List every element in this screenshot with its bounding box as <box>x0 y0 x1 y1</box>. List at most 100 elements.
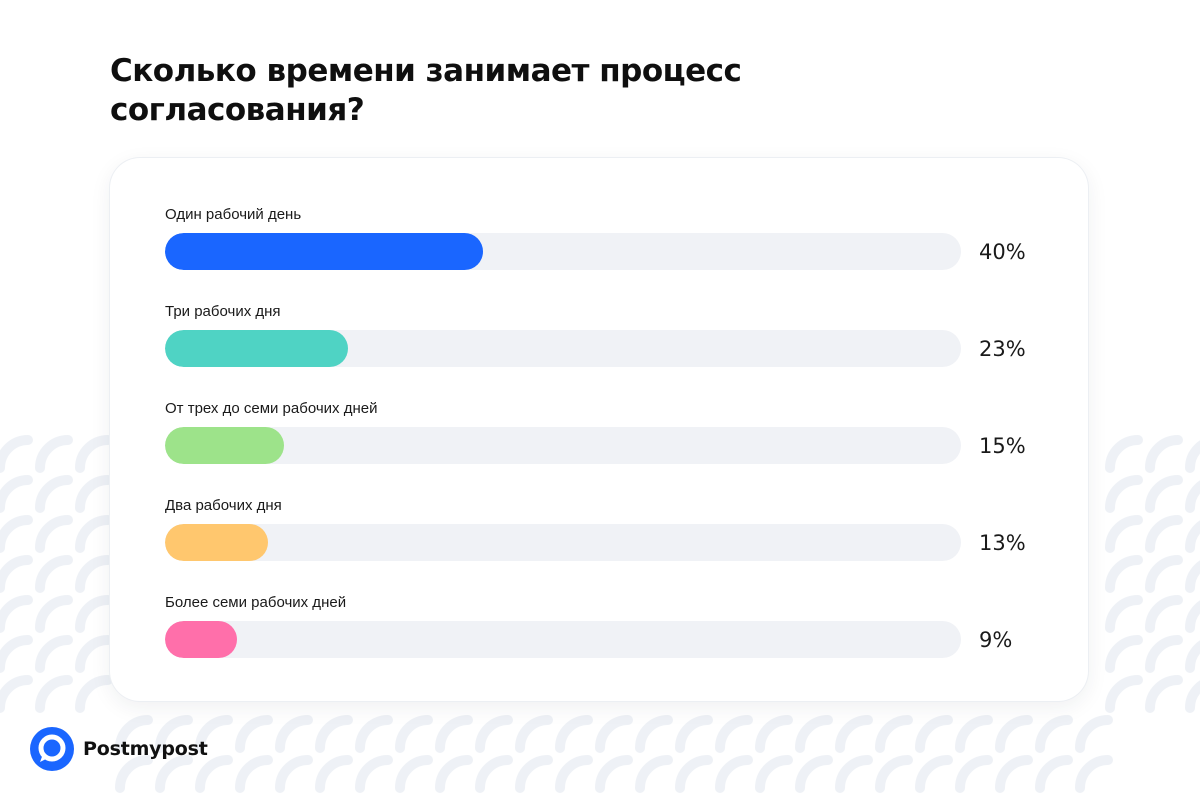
postmypost-logo-icon <box>30 727 74 771</box>
bar-fill <box>165 427 284 464</box>
background-arc <box>595 715 633 753</box>
background-arc <box>1185 600 1200 633</box>
background-arc <box>35 475 73 513</box>
background-arc <box>1185 520 1200 553</box>
background-arc <box>955 755 993 793</box>
background-arc <box>1145 595 1183 633</box>
background-arc <box>1185 680 1200 713</box>
background-arc <box>195 755 233 793</box>
background-arc <box>0 435 33 473</box>
background-arc <box>75 555 113 593</box>
background-arc <box>875 715 913 753</box>
background-arc <box>555 715 593 753</box>
background-arc <box>675 715 713 753</box>
background-arc <box>1145 435 1183 473</box>
bar-value-label: 9% <box>979 628 1013 652</box>
background-arc <box>355 715 393 753</box>
background-arc <box>1105 595 1143 633</box>
background-arc <box>835 715 873 753</box>
bar-row: Два рабочих дня 13% <box>165 497 1065 577</box>
background-arc <box>515 755 553 793</box>
background-arc <box>1145 475 1183 513</box>
background-arc <box>1185 480 1200 513</box>
background-arc <box>755 715 793 753</box>
background-arc <box>75 475 113 513</box>
background-arc <box>75 635 113 673</box>
background-arc <box>395 715 433 753</box>
bar-track <box>165 330 961 367</box>
background-arc <box>1105 555 1143 593</box>
bar-label: Три рабочих дня <box>165 303 281 320</box>
background-arc <box>675 755 713 793</box>
brand-name: Postmypost <box>83 738 208 760</box>
background-arc <box>475 755 513 793</box>
background-arc <box>1075 715 1113 753</box>
background-arc <box>75 435 113 473</box>
background-arc <box>35 635 73 673</box>
bar-track <box>165 233 961 270</box>
background-arc <box>35 555 73 593</box>
background-arc <box>75 675 113 713</box>
bar-row: Три рабочих дня 23% <box>165 303 1065 383</box>
background-arc <box>0 675 33 713</box>
bar-label: Более семи рабочих дней <box>165 594 347 611</box>
background-arc <box>915 715 953 753</box>
background-arc <box>0 595 33 633</box>
background-arc <box>955 715 993 753</box>
bar-label: От трех до семи рабочих дней <box>165 400 378 417</box>
bar-row: Один рабочий день 40% <box>165 206 1065 286</box>
background-arc <box>75 515 113 553</box>
background-arc <box>195 715 233 753</box>
background-arc <box>235 715 273 753</box>
bar-value-label: 23% <box>979 337 1026 361</box>
background-arc <box>1075 755 1113 793</box>
background-arc <box>1145 675 1183 713</box>
bar-value-label: 15% <box>979 434 1026 458</box>
bar-track <box>165 621 961 658</box>
background-arc <box>515 715 553 753</box>
background-arc <box>395 755 433 793</box>
background-arc <box>1185 560 1200 593</box>
background-arc <box>795 755 833 793</box>
background-arc <box>1105 675 1143 713</box>
background-arc <box>1105 515 1143 553</box>
background-arc <box>155 715 193 753</box>
background-arc <box>915 755 953 793</box>
background-arc <box>1105 635 1143 673</box>
background-arc <box>0 475 33 513</box>
background-arc <box>435 715 473 753</box>
bar-track <box>165 524 961 561</box>
background-arc <box>0 555 33 593</box>
background-arc <box>115 755 153 793</box>
background-arc <box>595 755 633 793</box>
background-arc <box>1145 635 1183 673</box>
background-arc <box>0 515 33 553</box>
background-arc <box>795 715 833 753</box>
bar-label: Один рабочий день <box>165 206 302 223</box>
background-arc <box>1035 715 1073 753</box>
bar-row: Более семи рабочих дней 9% <box>165 594 1065 674</box>
bar-track <box>165 427 961 464</box>
background-arc <box>1035 755 1073 793</box>
background-arc <box>995 755 1033 793</box>
background-arc <box>75 595 113 633</box>
background-arc <box>435 755 473 793</box>
background-arc <box>1185 640 1200 673</box>
background-arc <box>1105 435 1143 473</box>
background-arc <box>115 715 153 753</box>
background-arc <box>1185 440 1200 473</box>
bar-row: От трех до семи рабочих дней 15% <box>165 400 1065 480</box>
background-arc <box>35 595 73 633</box>
page-title: Сколько времени занимает процесс согласо… <box>110 53 742 128</box>
background-arc <box>635 715 673 753</box>
background-arc <box>475 715 513 753</box>
bar-value-label: 13% <box>979 531 1026 555</box>
bar-label: Два рабочих дня <box>165 497 282 514</box>
background-arc <box>35 675 73 713</box>
background-arc <box>35 515 73 553</box>
background-arc <box>555 755 593 793</box>
background-arc <box>0 635 33 673</box>
background-arc <box>315 715 353 753</box>
background-arc <box>995 715 1033 753</box>
bar-fill <box>165 524 268 561</box>
